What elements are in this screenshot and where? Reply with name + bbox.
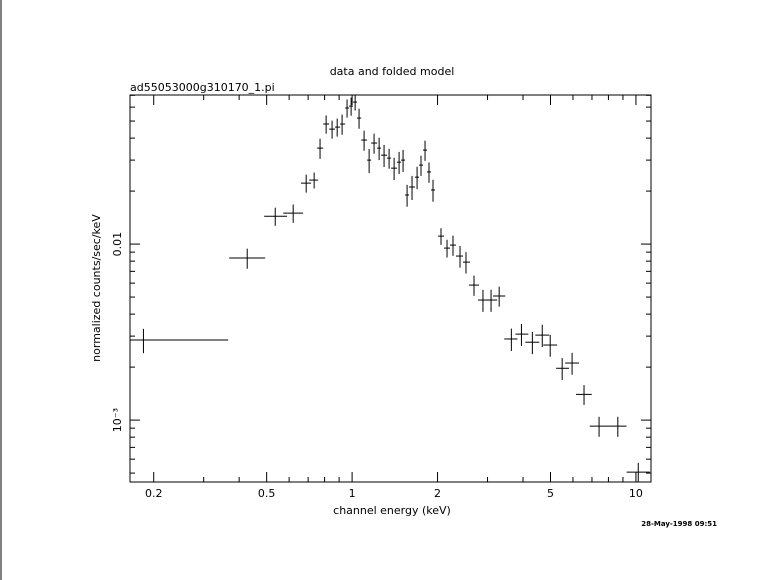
- data-layer: [130, 95, 650, 482]
- x-tick-label: 2: [434, 487, 441, 500]
- y-axis-label: normalized counts/sec/keV: [90, 214, 103, 362]
- x-tick-label: 0.5: [258, 487, 276, 500]
- plot-frame: [129, 94, 652, 483]
- y-tick-label: 0.01: [111, 232, 124, 257]
- chart-subtitle: ad55053000g310170_1.pi: [130, 81, 275, 94]
- x-tick-label: 10: [629, 487, 643, 500]
- x-tick-label: 0.2: [145, 487, 163, 500]
- x-axis-label: channel energy (keV): [333, 504, 451, 517]
- chart-title: data and folded model: [330, 65, 455, 78]
- x-tick-label: 5: [547, 487, 554, 500]
- timestamp: 28-May-1998 09:51: [641, 520, 717, 528]
- y-tick-label: 10⁻³: [111, 408, 124, 432]
- x-tick-label: 1: [349, 487, 356, 500]
